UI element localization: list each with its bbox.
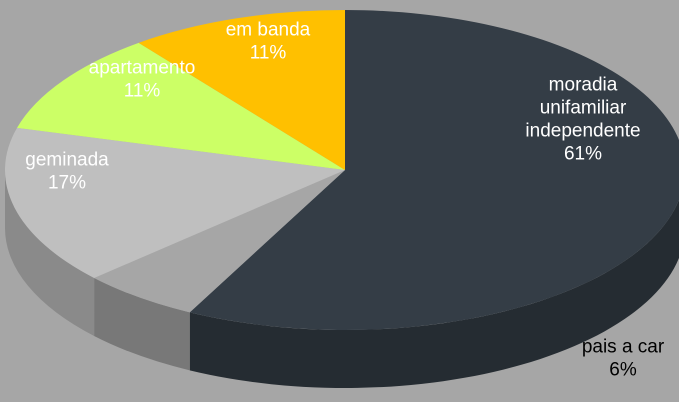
pie-label-percent: 61% bbox=[564, 144, 602, 165]
pie-label-pais-a-car: pais a car 6% bbox=[582, 337, 665, 381]
pie-label-text: pais a car bbox=[582, 337, 665, 358]
pie-label-text: apartamento bbox=[89, 58, 196, 79]
pie-slice-side-geminada bbox=[5, 170, 95, 336]
pie-label-em-banda: em banda 11% bbox=[226, 20, 311, 64]
pie-slice-em-banda bbox=[138, 10, 345, 170]
pie-slice-pais-a-car bbox=[94, 170, 345, 313]
pie-top-layer bbox=[4, 10, 679, 330]
pie-label-layer: moradia unifamiliar independente 61% pais a … bbox=[25, 20, 665, 381]
pie-slice-geminada bbox=[4, 127, 345, 278]
pie-label-text: independente bbox=[525, 121, 640, 142]
pie-label-geminada: geminada 17% bbox=[25, 150, 109, 194]
pie-slice-apartamento bbox=[17, 42, 346, 170]
pie-label-text: geminada bbox=[25, 150, 109, 171]
pie-slice-side-moradia-unifamiliar-independente bbox=[189, 199, 679, 388]
pie-label-percent: 6% bbox=[609, 360, 637, 381]
pie-slice-moradia-unifamiliar-independente bbox=[189, 10, 679, 330]
pie-label-text: moradia bbox=[549, 75, 618, 96]
pie-label-percent: 17% bbox=[48, 173, 86, 194]
pie-depth-layer bbox=[5, 170, 679, 388]
pie-label-text: unifamiliar bbox=[540, 98, 627, 119]
pie-label-text: em banda bbox=[226, 20, 311, 41]
pie-label-apartamento: apartamento 11% bbox=[89, 58, 196, 102]
pie-slice-side-pais-a-car bbox=[94, 277, 190, 371]
pie-label-percent: 11% bbox=[124, 81, 161, 102]
pie-label-percent: 11% bbox=[250, 43, 287, 64]
pie-label-moradia-unifamiliar-independente: moradia unifamiliar independente 61% bbox=[525, 75, 640, 165]
